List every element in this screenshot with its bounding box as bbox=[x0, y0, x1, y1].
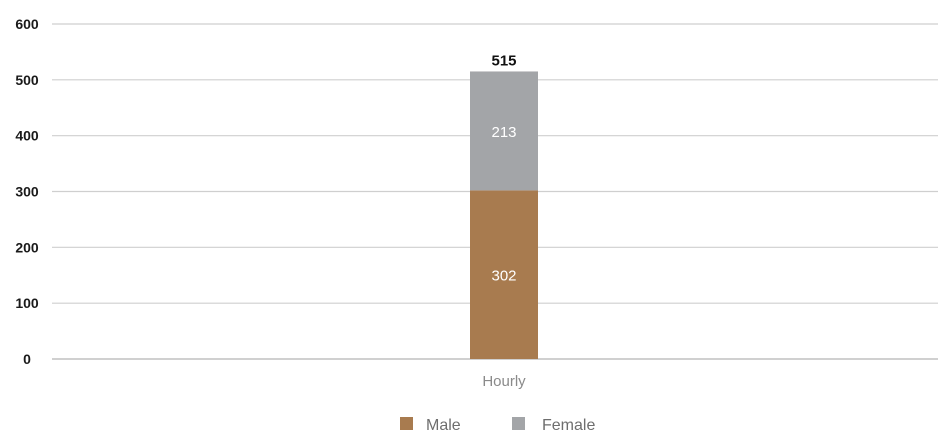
legend-label-male: Male bbox=[426, 417, 461, 434]
legend-label-female: Female bbox=[542, 417, 595, 434]
y-tick-label: 200 bbox=[15, 239, 39, 255]
legend-swatch-male bbox=[400, 417, 413, 430]
y-tick-label: 500 bbox=[15, 72, 39, 88]
y-axis: 0 100 200 300 400 500 600 bbox=[15, 16, 39, 367]
x-axis: Hourly bbox=[482, 373, 526, 390]
y-tick-label: 600 bbox=[15, 16, 39, 32]
data-label-female: 213 bbox=[491, 124, 516, 141]
x-category-label: Hourly bbox=[482, 373, 526, 390]
data-label-male: 302 bbox=[491, 268, 516, 285]
legend: Male Female bbox=[400, 417, 595, 434]
y-tick-label: 100 bbox=[15, 295, 39, 311]
bar-segment-female bbox=[470, 71, 538, 191]
total-label: 515 bbox=[491, 52, 516, 69]
bars: 302 213 515 bbox=[470, 52, 538, 359]
bar-segment-male bbox=[470, 190, 538, 359]
legend-swatch-female bbox=[512, 417, 525, 430]
y-tick-label: 0 bbox=[23, 351, 31, 367]
y-tick-label: 400 bbox=[15, 128, 39, 144]
y-tick-label: 300 bbox=[15, 184, 39, 200]
